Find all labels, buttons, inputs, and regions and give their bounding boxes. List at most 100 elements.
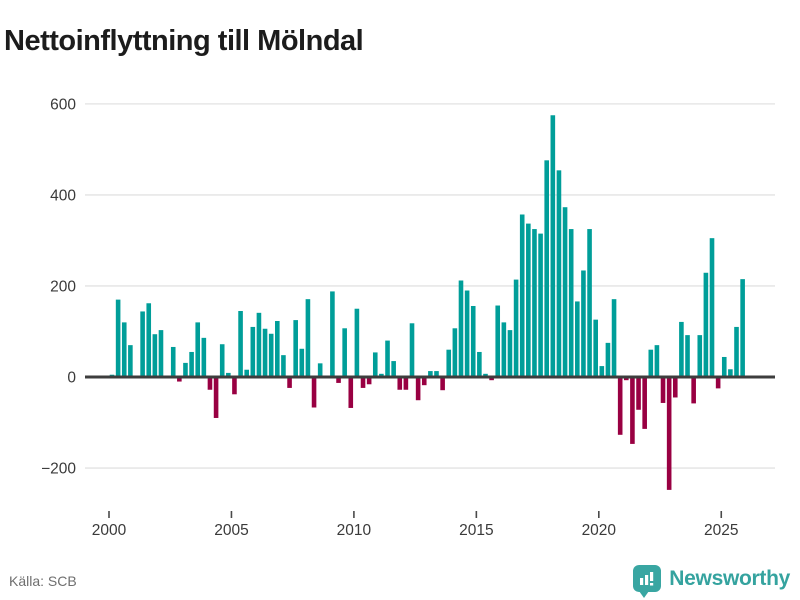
bar <box>581 270 586 377</box>
bar <box>391 361 396 377</box>
bar <box>483 373 488 377</box>
bar <box>470 305 476 377</box>
bar <box>354 308 360 377</box>
bar <box>219 344 225 377</box>
bar <box>207 377 213 390</box>
source-label: Källa: SCB <box>9 573 77 589</box>
brand-logo: Newsworthy <box>633 565 790 598</box>
bar <box>342 328 347 377</box>
y-tick-label: 200 <box>50 278 76 295</box>
bar <box>379 373 384 377</box>
bar <box>477 351 482 377</box>
bar <box>128 345 133 377</box>
bar <box>195 322 201 377</box>
bar <box>238 311 243 377</box>
bar <box>734 326 739 377</box>
bar <box>489 377 494 381</box>
bar <box>636 377 641 410</box>
bar <box>458 280 464 377</box>
bar <box>575 301 580 377</box>
bar <box>434 371 439 377</box>
bar <box>495 305 501 377</box>
bar <box>721 356 727 377</box>
bar <box>183 362 188 377</box>
bar <box>115 299 121 377</box>
brand-name: Newsworthy <box>669 566 790 590</box>
x-tick-label: 2015 <box>459 522 493 539</box>
bar <box>740 279 745 377</box>
bar <box>691 377 696 404</box>
bar <box>262 328 268 377</box>
bar <box>287 377 292 388</box>
bar <box>366 377 372 385</box>
bar <box>360 377 366 388</box>
bar <box>140 311 145 377</box>
bar <box>177 377 182 382</box>
bar <box>593 319 598 377</box>
bar <box>415 377 421 401</box>
bar <box>685 335 690 377</box>
bar <box>568 229 574 377</box>
x-tick-label: 2005 <box>214 522 248 539</box>
bar <box>226 372 231 377</box>
bar <box>189 351 194 377</box>
badge-bars-glyph <box>640 572 654 586</box>
bar <box>305 299 311 377</box>
y-tick-label: 400 <box>50 187 76 204</box>
bar <box>440 377 445 391</box>
bar <box>121 322 127 377</box>
x-tick-label: 2000 <box>92 522 127 539</box>
bar <box>385 340 390 377</box>
bar <box>201 337 207 377</box>
bar <box>679 321 684 377</box>
bar <box>275 321 280 377</box>
bar <box>146 303 152 377</box>
bar <box>562 207 568 377</box>
bar <box>709 238 715 377</box>
bar <box>250 326 256 377</box>
bar <box>348 377 354 408</box>
bar <box>244 369 249 377</box>
bar <box>293 320 298 377</box>
y-tick-label: −200 <box>41 461 76 478</box>
bar <box>605 342 611 377</box>
bar <box>299 348 305 377</box>
bar <box>403 377 409 390</box>
bar <box>452 328 458 377</box>
bar <box>311 377 317 408</box>
x-tick-label: 2020 <box>582 522 617 539</box>
bar <box>256 312 262 377</box>
page-title: Nettoinflyttning till Mölndal <box>4 25 364 58</box>
y-tick-label: 600 <box>50 96 76 113</box>
bar <box>281 355 286 377</box>
bar <box>446 349 452 377</box>
bar <box>158 330 164 377</box>
bar <box>330 291 335 377</box>
bar <box>317 363 323 377</box>
bar <box>397 377 403 390</box>
bar <box>170 346 176 377</box>
bar <box>617 377 623 435</box>
bar <box>666 377 672 490</box>
bar <box>611 299 617 377</box>
bar <box>421 377 427 386</box>
bar <box>648 349 654 377</box>
bar <box>642 377 647 429</box>
bar <box>532 229 537 377</box>
bar <box>697 335 703 377</box>
bar <box>372 352 378 377</box>
bar <box>660 377 666 403</box>
bar <box>464 290 470 377</box>
bar <box>550 115 556 377</box>
bar <box>213 377 219 418</box>
bar <box>703 272 709 377</box>
bar <box>513 279 519 377</box>
bar-chart: 600 400 200 0 −200 2000 2005 2010 2015 2020 2025 <box>41 96 775 539</box>
bar <box>672 377 678 398</box>
bar <box>519 214 525 377</box>
bar <box>526 223 531 377</box>
bar <box>507 330 513 377</box>
bar <box>654 345 660 377</box>
